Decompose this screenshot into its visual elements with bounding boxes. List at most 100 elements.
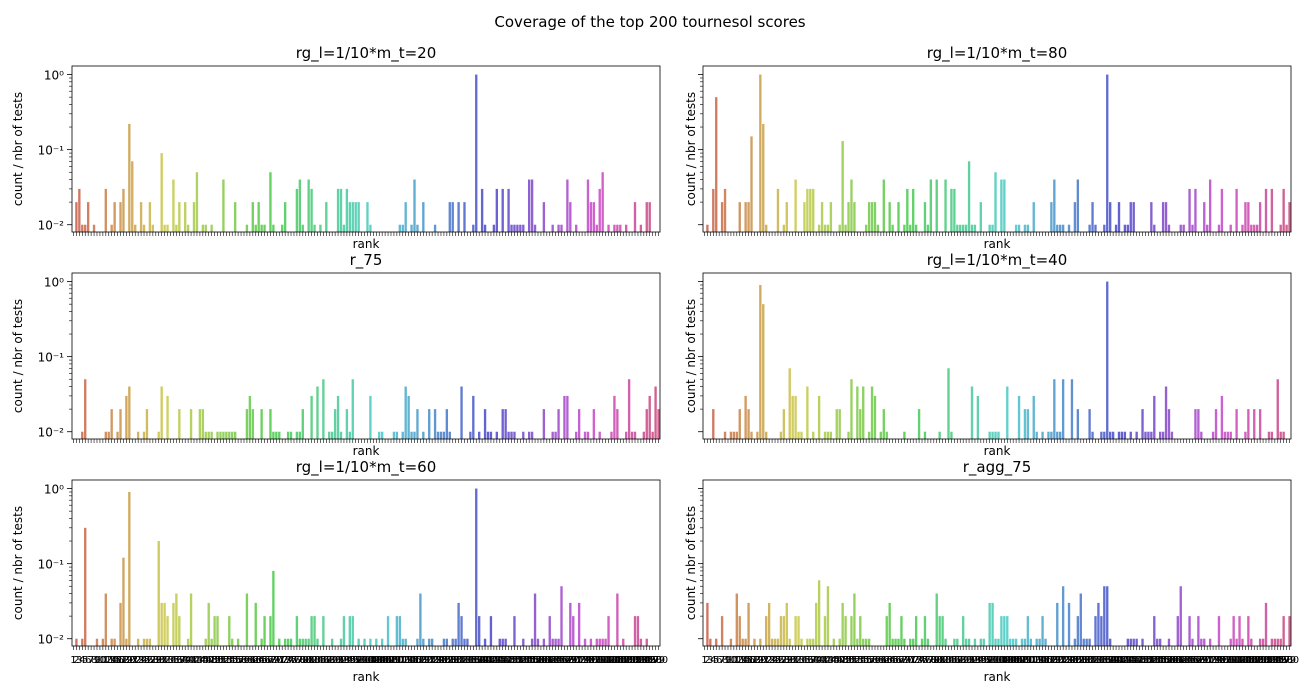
y-tick-label: 10⁻¹: [38, 351, 65, 365]
y-axis: [698, 281, 703, 433]
bar-rank-133: [1091, 431, 1094, 439]
bar-rank-98: [988, 224, 991, 232]
x-tick-label: 132: [449, 655, 468, 666]
bar-rank-60: [245, 593, 249, 646]
x-tick-label: 93: [338, 655, 351, 666]
x-tick-label: 25: [769, 655, 782, 666]
bar-rank-143: [1120, 431, 1124, 439]
x-tick-label: 37: [804, 655, 817, 666]
bar-rank-78: [929, 179, 933, 232]
x-tick-label: 153: [1142, 655, 1161, 666]
subplot-3: 10⁻² 10⁻¹ 10⁰ rank count / nbr of tests r_75: [11, 251, 661, 458]
bar-rank-11: [101, 638, 105, 646]
bar-rank-120: [1053, 379, 1056, 439]
x-tick-label: 29: [149, 655, 162, 666]
x-tick-label: 180: [1221, 655, 1240, 666]
bar-rank-126: [1070, 379, 1074, 439]
x-tick-label: 22: [760, 655, 773, 666]
bar-rank-89: [331, 638, 334, 646]
bar-rank-152: [1147, 431, 1150, 439]
bar-rank-106: [380, 638, 384, 646]
bar-rank-144: [492, 224, 496, 232]
x-tick-label: 97: [980, 655, 993, 666]
bar-rank-192: [633, 202, 637, 232]
x-tick-label: 52: [217, 655, 230, 666]
bar-rank-109: [1020, 638, 1024, 646]
bar-rank-153: [1150, 202, 1153, 232]
x-tick-label: 149: [499, 655, 518, 666]
x-tick-label: 152: [508, 655, 527, 666]
bar-rank-180: [1229, 431, 1232, 439]
bar-rank-40: [186, 638, 190, 646]
x-tick-label: 199: [1277, 655, 1296, 666]
x-tick-label: 2: [704, 655, 710, 666]
bar-rank-41: [820, 202, 824, 232]
bar-rank-42: [823, 431, 827, 439]
x-tick-label: 15: [739, 655, 752, 666]
bar-rank-145: [495, 431, 498, 439]
y-axis-label: count / nbr of tests: [11, 299, 25, 413]
bar-rank-146: [498, 638, 501, 646]
x-tick-label: 49: [208, 655, 221, 666]
x-tick-label: 64: [883, 655, 896, 666]
bar-rank-9: [95, 638, 99, 646]
x-tick-label: 106: [373, 655, 392, 666]
bar-rank-189: [1256, 224, 1259, 232]
bar-rank-157: [530, 638, 534, 646]
x-axis: [704, 439, 1290, 443]
x-tick-label: 74: [913, 655, 926, 666]
bar-rank-4: [81, 638, 84, 646]
bar-rank-41: [189, 593, 193, 646]
x-tick-label: 88: [323, 655, 336, 666]
bar-rank-27: [148, 638, 152, 646]
x-tick-label: 7: [88, 655, 94, 666]
bar-rank-190: [1258, 202, 1262, 232]
bar-rank-21: [762, 304, 765, 439]
x-tick-label: 182: [1227, 655, 1246, 666]
bar-rank-28: [782, 409, 786, 439]
bar-rank-22: [134, 224, 137, 232]
x-tick-label: 188: [1245, 655, 1264, 666]
bar-rank-119: [1050, 202, 1053, 232]
x-tick-label: 91: [963, 655, 976, 666]
bar-rank-175: [583, 638, 587, 646]
bar-rank-96: [351, 616, 354, 646]
x-tick-label: 77: [291, 655, 304, 666]
subplot-5: 10⁻²10⁻¹10⁰12345678910111213141516171819…: [11, 458, 668, 684]
bar-rank-154: [1153, 395, 1156, 439]
bar-rank-24: [770, 638, 774, 646]
bar-rank-166: [557, 638, 560, 646]
bar-rank-42: [823, 224, 827, 232]
bar-rank-116: [1041, 616, 1044, 646]
bar-rank-99: [991, 224, 994, 232]
bar-rank-175: [1214, 409, 1218, 439]
bar-rank-43: [826, 224, 830, 232]
x-tick-label: 64: [252, 655, 265, 666]
x-tick-label: 123: [1054, 655, 1073, 666]
bar-rank-89: [962, 616, 965, 646]
bar-rank-174: [1211, 431, 1215, 439]
x-tick-label: 192: [625, 655, 644, 666]
bar-rank-191: [1261, 638, 1265, 646]
bar-rank-132: [457, 202, 460, 232]
x-tick-label: 111: [387, 655, 406, 666]
bar-rank-195: [1273, 638, 1276, 646]
bar-rank-4: [712, 188, 715, 232]
x-tick-label: 140: [1104, 655, 1123, 666]
bar-rank-172: [575, 224, 578, 232]
bar-rank-100: [994, 638, 997, 646]
bar-rank-22: [765, 224, 768, 232]
bar-rank-62: [882, 179, 885, 232]
bar-rank-198: [1282, 188, 1285, 232]
bar-rank-185: [613, 224, 616, 232]
bar-rank-26: [776, 188, 780, 232]
bar-rank-92: [339, 431, 343, 439]
bar-rank-94: [345, 409, 349, 439]
bar-rank-119: [1050, 431, 1053, 439]
x-tick-label: 101: [989, 655, 1008, 666]
x-tick-label: 82: [305, 655, 318, 666]
bar-rank-92: [339, 638, 343, 646]
x-tick-label: 41: [816, 655, 829, 666]
x-tick-label: 55: [226, 655, 239, 666]
bar-rank-66: [894, 638, 897, 646]
